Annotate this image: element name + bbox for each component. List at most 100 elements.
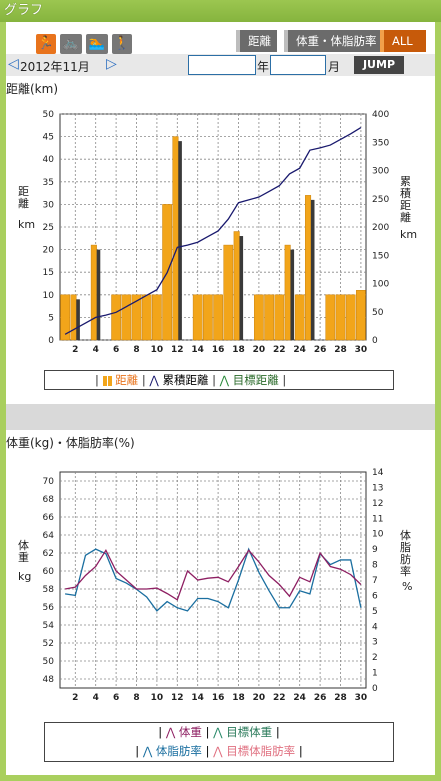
x-tick-label: 12 — [171, 693, 184, 703]
y-tick-label: 56 — [43, 603, 55, 613]
y-tick-label: 30 — [43, 200, 55, 210]
y2-tick-label: 0 — [372, 684, 378, 694]
y2-tick-label: 50 — [372, 308, 384, 318]
x-tick-label: 26 — [314, 345, 327, 355]
distance-legend: | 距離 | ⋀ 累積距離 | ⋀ 目標距離 | — [44, 370, 394, 390]
target-distance-bar — [76, 299, 80, 340]
target-distance-bar — [178, 141, 182, 340]
distance-bar — [345, 294, 356, 341]
distance-bar — [325, 294, 336, 341]
cumulative-axis-unit: km — [400, 228, 418, 241]
y-tick-label: 68 — [43, 495, 55, 505]
bodyfat-axis-unit: % — [402, 580, 413, 593]
cumulative-distance-line — [64, 127, 362, 335]
y-tick-label: 66 — [43, 513, 55, 523]
x-tick-label: 16 — [212, 345, 225, 355]
weight-chart-title: 体重(kg)・体脂肪率(%) — [6, 436, 135, 450]
month-unit-label: 月 — [328, 60, 341, 74]
x-tick-label: 28 — [334, 345, 347, 355]
x-tick-label: 16 — [212, 693, 225, 703]
distance-bar — [223, 244, 234, 341]
distance-axis-label: 距離 — [18, 185, 29, 210]
distance-axis-unit: km — [18, 218, 36, 231]
tab-distance[interactable]: 距離 — [236, 30, 277, 52]
distance-bar — [264, 294, 274, 341]
y2-tick-label: 7 — [372, 576, 378, 586]
y2-tick-label: 400 — [372, 110, 389, 120]
distance-bar — [121, 294, 132, 341]
running-icon[interactable]: 🏃 — [36, 34, 56, 54]
y-tick-label: 62 — [43, 549, 54, 559]
x-tick-label: 14 — [191, 345, 204, 355]
prev-month-arrow-icon[interactable]: ◁ — [8, 56, 19, 72]
legend-weight: 体重 — [178, 725, 202, 739]
distance-bar — [152, 294, 162, 341]
distance-bar — [213, 294, 223, 341]
y2-tick-label: 1 — [372, 669, 378, 679]
y2-tick-label: 350 — [372, 138, 389, 148]
bodyfat-axis-label: 体脂肪率 — [400, 529, 411, 578]
year-input[interactable] — [188, 55, 256, 75]
x-tick-label: 30 — [355, 345, 368, 355]
x-tick-label: 18 — [232, 693, 245, 703]
distance-bar — [60, 294, 70, 341]
y-tick-label: 0 — [48, 336, 54, 346]
swimming-icon[interactable]: 🏊 — [86, 34, 108, 54]
x-tick-label: 22 — [273, 345, 286, 355]
distance-bar — [305, 195, 312, 341]
x-tick-label: 8 — [133, 693, 139, 703]
x-tick-label: 26 — [314, 693, 327, 703]
x-tick-label: 28 — [334, 693, 347, 703]
month-input[interactable] — [270, 55, 326, 75]
distance-bar — [356, 290, 366, 341]
cycling-icon[interactable]: 🚲 — [60, 34, 82, 54]
distance-bar — [294, 294, 305, 341]
legend-body-fat: 体脂肪率 — [155, 744, 202, 758]
x-tick-label: 22 — [273, 693, 286, 703]
y-tick-label: 50 — [43, 110, 55, 120]
x-tick-label: 20 — [253, 345, 266, 355]
distance-bar — [111, 294, 121, 341]
weight-axis-label: 体重 — [18, 539, 29, 564]
target-distance-bar — [290, 249, 295, 340]
distance-bar — [90, 244, 97, 341]
x-tick-label: 6 — [113, 693, 119, 703]
year-unit-label: 年 — [257, 60, 270, 74]
x-tick-label: 8 — [133, 345, 139, 355]
walking-icon[interactable]: 🚶 — [112, 34, 132, 54]
x-tick-label: 12 — [171, 345, 184, 355]
weight-line — [64, 548, 362, 601]
y-tick-label: 52 — [43, 639, 54, 649]
y-tick-label: 35 — [43, 178, 54, 188]
target-distance-bar — [239, 236, 244, 340]
y2-tick-label: 14 — [372, 468, 384, 478]
y-tick-label: 60 — [43, 567, 55, 577]
y-tick-label: 10 — [43, 291, 55, 301]
x-tick-label: 20 — [253, 693, 266, 703]
x-tick-label: 10 — [151, 345, 164, 355]
distance-bar — [335, 294, 346, 341]
page-title: グラフ — [4, 3, 44, 18]
y-tick-label: 64 — [43, 531, 55, 541]
legend-cumulative-distance: 累積距離 — [162, 373, 209, 387]
y-tick-label: 48 — [43, 675, 55, 685]
distance-bar — [233, 231, 240, 341]
x-tick-label: 6 — [113, 345, 119, 355]
x-tick-label: 4 — [93, 345, 99, 355]
x-tick-label: 30 — [355, 693, 368, 703]
tab-all[interactable]: ALL — [380, 30, 426, 52]
legend-target-distance: 目標距離 — [232, 373, 279, 387]
tab-weight-bodyfat[interactable]: 体重・体脂肪率 — [284, 30, 383, 52]
section-divider — [6, 404, 435, 430]
distance-bar — [131, 294, 142, 341]
weight-chart: 4850525456586062646668700123456789101112… — [43, 468, 384, 703]
next-month-arrow-icon[interactable]: ▷ — [106, 56, 117, 72]
y2-tick-label: 9 — [372, 545, 378, 555]
y-tick-label: 25 — [43, 223, 54, 233]
y-tick-label: 5 — [48, 313, 54, 323]
y2-tick-label: 4 — [372, 622, 378, 632]
y-tick-label: 15 — [43, 268, 54, 278]
y2-tick-label: 0 — [372, 336, 378, 346]
weight-axis-unit: kg — [18, 570, 32, 583]
jump-button[interactable]: JUMP — [354, 56, 404, 74]
